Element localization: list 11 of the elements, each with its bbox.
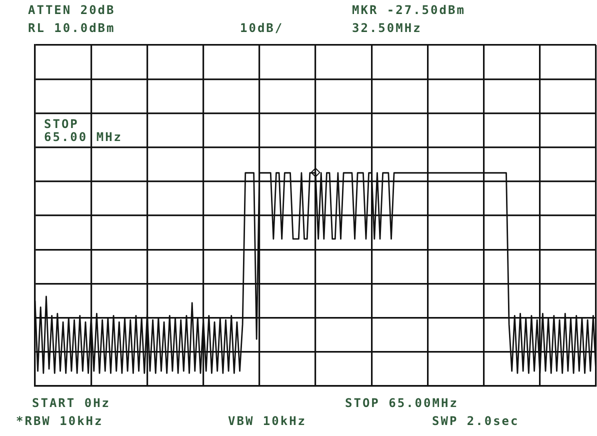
text: START 0Hz	[32, 396, 111, 410]
text: SWP 2.0sec	[432, 414, 520, 428]
text: VBW 10kHz	[228, 414, 307, 428]
text: 32.50MHz	[352, 21, 422, 35]
text: *RBW 10kHz	[16, 414, 104, 428]
text: RL 10.0dBm	[28, 21, 116, 35]
text: 10dB/	[240, 21, 284, 35]
text: MKR -27.50dBm	[352, 3, 466, 17]
text: ATTEN 20dB	[28, 3, 116, 17]
text: STOP 65.00 MHz	[44, 117, 123, 144]
text: STOP 65.00MHz	[345, 396, 458, 410]
